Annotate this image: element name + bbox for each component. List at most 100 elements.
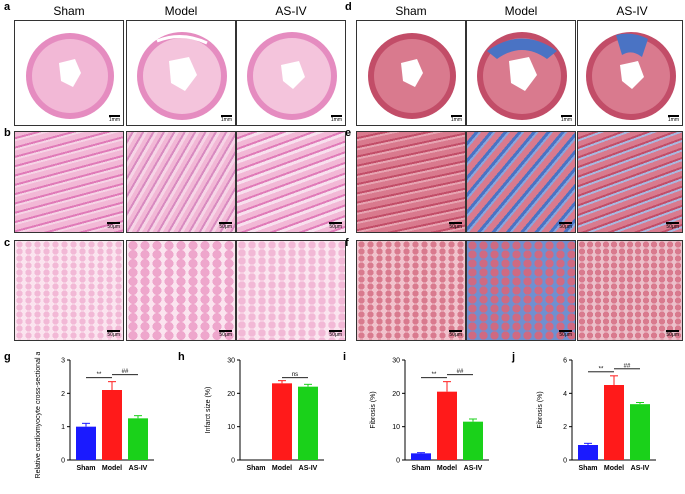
bar-model [437,391,457,460]
y-tick-label: 30 [392,358,400,365]
y-tick-label: 2 [563,424,567,431]
panel-label-c: c [4,237,11,249]
x-tick-label: Model [102,465,122,472]
masson-longitudinal-model: 50μm [466,131,576,233]
col-header-asiv: AS-IV [275,4,307,18]
col-header-model: Model [164,4,198,18]
y-tick-label: 0 [563,458,567,465]
bar-sham [411,453,431,460]
panel-label-b: b [4,127,11,139]
panel-label-g: g [4,351,11,363]
y-axis-label: Fibrosis (%) [537,391,544,428]
he-whole-heart-asiv: 1mm [236,20,346,126]
significance-label: ** [599,366,604,372]
scale-bar: 50μm [219,332,232,338]
bar-sham [578,445,598,460]
masson-whole-heart-asiv: 1mm [577,20,683,126]
bar-asiv [630,404,650,460]
scale-bar: 50μm [666,224,679,230]
col-header-model-masson: Model [504,4,538,18]
col-header-asiv-masson: AS-IV [616,4,648,18]
y-tick-label: 0 [396,458,400,465]
y-tick-label: 0 [231,458,235,465]
x-tick-label: Model [604,465,624,472]
y-axis-label: Relative cardiomyocyte cross-sectional a… [35,352,42,478]
panel-label-d: d [345,1,352,13]
chart-j: Fibrosis (%) 0 2 4 6 Sham Model AS-IV ** ## [537,358,656,472]
masson-whole-heart-sham: 1mm [356,20,466,126]
bar-model [102,390,122,460]
he-cross-section-model: 50μm [126,240,236,341]
panel-label-h: h [178,351,185,363]
scale-bar: 1mm [220,117,232,123]
bar-asiv [463,421,483,460]
col-header-sham-masson: Sham [395,4,427,18]
scale-bar: 1mm [330,117,342,123]
bar-asiv [298,386,318,460]
he-longitudinal-sham: 50μm [14,131,124,233]
masson-longitudinal-sham: 50μm [356,131,466,233]
panel-label-e: e [345,127,352,139]
y-tick-label: 0 [61,458,65,465]
y-tick-label: 3 [61,358,65,365]
scale-bar: 50μm [666,332,679,338]
y-tick-label: 4 [563,391,567,398]
significance-label: ## [122,369,129,375]
significance-label: ns [292,372,298,378]
masson-whole-heart-model: 1mm [466,20,576,126]
y-axis-label: Fibrosis (%) [370,391,377,428]
scale-bar: 50μm [329,332,342,338]
x-tick-label: AS-IV [299,465,318,472]
scale-bar: 50μm [107,332,120,338]
scale-bar: 50μm [449,224,462,230]
y-tick-label: 6 [563,358,567,365]
bar-model [604,385,624,460]
chart-i: Fibrosis (%) 0 10 20 30 Sham Model AS-IV ** ## [370,358,489,472]
y-tick-label: 1 [61,424,65,431]
y-tick-label: 20 [392,391,400,398]
masson-cross-section-sham: 50μm [356,240,466,341]
x-tick-label: AS-IV [631,465,650,472]
panel-label-i: i [343,351,347,363]
y-tick-label: 2 [61,391,65,398]
x-tick-label: Sham [76,465,95,472]
y-tick-label: 10 [227,424,235,431]
panel-label-f: f [345,237,349,249]
x-tick-label: Sham [246,465,265,472]
scale-bar: 1mm [108,117,120,123]
y-tick-label: 10 [392,424,400,431]
he-longitudinal-asiv: 50μm [236,131,346,233]
x-tick-label: AS-IV [129,465,148,472]
masson-longitudinal-asiv: 50μm [577,131,683,233]
panel-label-a: a [4,1,11,13]
he-whole-heart-sham: 1mm [14,20,124,126]
significance-label: ## [457,369,464,375]
scale-bar: 1mm [450,117,462,123]
y-axis-label: Infarct size (%) [205,387,212,434]
x-tick-label: Model [272,465,292,472]
x-tick-label: Model [437,465,457,472]
panel-label-j: j [512,351,516,363]
scale-bar: 50μm [107,224,120,230]
scale-bar: 50μm [449,332,462,338]
significance-label: ** [432,372,437,378]
scale-bar: 1mm [560,117,572,123]
y-tick-label: 30 [227,358,235,365]
masson-cross-section-asiv: 50μm [577,240,683,341]
scale-bar: 50μm [219,224,232,230]
masson-cross-section-model: 50μm [466,240,576,341]
he-cross-section-sham: 50μm [14,240,124,341]
bar-asiv [128,418,148,460]
x-tick-label: Sham [578,465,597,472]
bar-model [272,383,292,460]
bar-sham [76,426,96,460]
scale-bar: 50μm [559,332,572,338]
significance-label: ## [624,363,631,369]
significance-label: ** [97,372,102,378]
scale-bar: 50μm [559,224,572,230]
y-tick-label: 20 [227,391,235,398]
scale-bar: 50μm [329,224,342,230]
x-tick-label: AS-IV [464,465,483,472]
x-tick-label: Sham [411,465,430,472]
scale-bar: 1mm [667,117,679,123]
